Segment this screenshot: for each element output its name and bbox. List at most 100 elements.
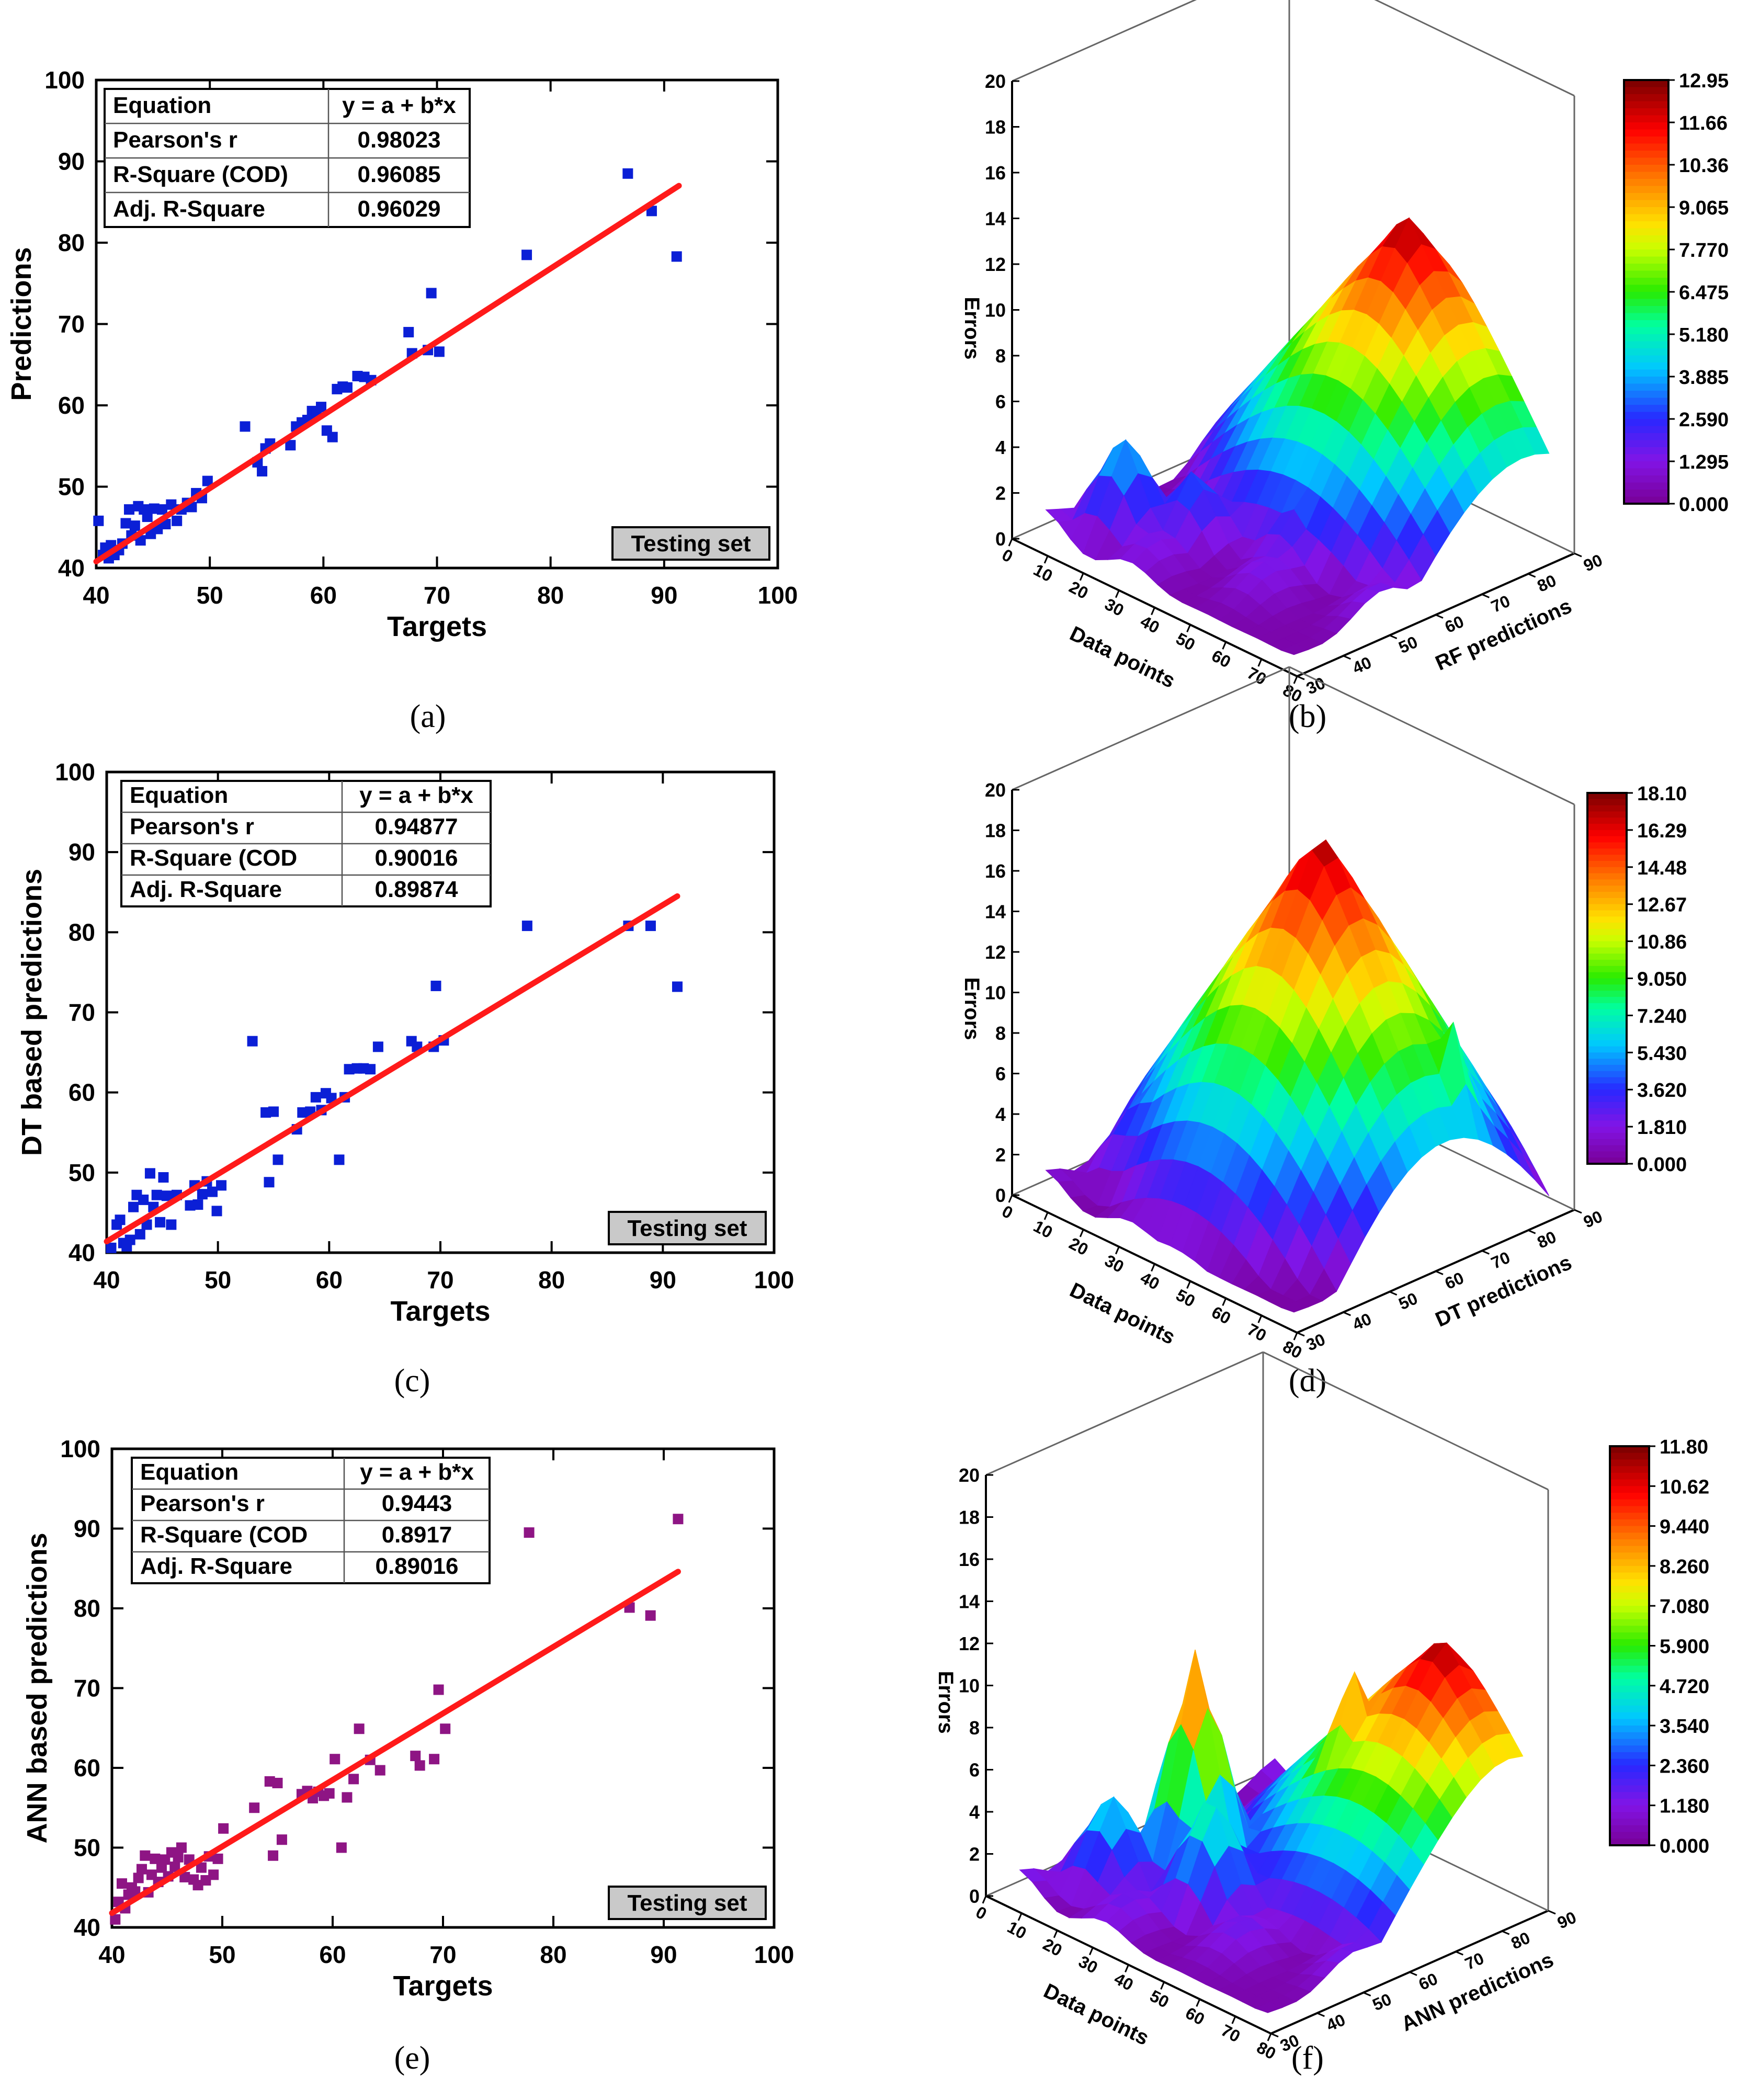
x-tick	[982, 1895, 987, 1904]
z-tick-label: 12	[985, 254, 1006, 275]
colorbar-band	[1624, 256, 1668, 264]
colorbar-band	[1610, 1645, 1649, 1653]
panel-caption: (e)	[394, 2040, 430, 2076]
x-tick-label: 10	[1030, 1217, 1055, 1242]
colorbar-band	[1624, 87, 1668, 95]
colorbar-band	[1587, 947, 1627, 955]
data-point	[622, 168, 633, 179]
z-tick-label: 4	[995, 437, 1006, 458]
x-tick	[1043, 555, 1049, 564]
colorbar-band	[1624, 165, 1668, 173]
z-tick-label: 14	[985, 208, 1006, 230]
colorbar-band	[1610, 1586, 1649, 1593]
data-point	[671, 251, 682, 262]
colorbar-band	[1587, 1096, 1627, 1103]
fit-line	[104, 893, 680, 1245]
data-point	[202, 475, 213, 486]
data-point	[268, 1850, 279, 1861]
colorbar-band	[1610, 1612, 1649, 1620]
data-point	[354, 1723, 365, 1734]
colorbar-band	[1624, 207, 1668, 215]
z-tick-label: 0	[995, 528, 1006, 550]
data-point	[161, 1190, 172, 1201]
colorbar-band	[1624, 440, 1668, 448]
colorbar-tick-label: 10.62	[1660, 1476, 1709, 1498]
data-point	[249, 1802, 260, 1813]
x-tick-label: 70	[424, 582, 450, 609]
colorbar-tick-label: 9.050	[1637, 969, 1687, 991]
y-tick	[1363, 1992, 1371, 1997]
colorbar-band	[1587, 830, 1627, 837]
colorbar-band	[1587, 966, 1627, 973]
x-tick	[1017, 1913, 1023, 1921]
y-tick	[1435, 614, 1444, 619]
x-tick	[1257, 659, 1263, 667]
box-edge	[1289, 666, 1575, 805]
colorbar-band	[1610, 1639, 1649, 1647]
data-point	[324, 1788, 335, 1799]
colorbar-band	[1624, 108, 1668, 116]
colorbar-band	[1610, 1679, 1649, 1686]
colorbar-band	[1610, 1726, 1649, 1733]
colorbar: 11.80 10.62 9.440 8.260 7.080 5.900 4.720 3.540…	[1609, 1436, 1709, 1857]
z-tick-label: 20	[985, 779, 1006, 801]
y-tick-label: 100	[55, 758, 95, 786]
z-tick-label: 0	[969, 1886, 980, 1907]
colorbar-band	[1610, 1519, 1649, 1527]
x-tick	[1267, 2033, 1272, 2041]
x-tick-label: 90	[650, 1941, 677, 1968]
stats-label: Equation	[140, 1459, 239, 1485]
data-point	[372, 1041, 383, 1052]
data-point	[433, 1684, 444, 1695]
colorbar-band	[1624, 299, 1668, 307]
y-tick-label: 100	[44, 66, 85, 94]
colorbar-band	[1610, 1732, 1649, 1740]
z-tick-label: 8	[995, 1023, 1006, 1044]
z-tick-label: 8	[969, 1717, 980, 1739]
colorbar-band	[1610, 1539, 1649, 1547]
data-point	[429, 1754, 440, 1765]
y-tick-label: 70	[74, 1675, 100, 1702]
colorbar-tick-label: 9.440	[1660, 1516, 1709, 1538]
data-point	[166, 1219, 177, 1230]
y-tick	[1270, 2033, 1279, 2038]
error-surface	[1019, 1642, 1524, 2013]
colorbar-band	[1610, 1765, 1649, 1773]
testing-set-label: Testing set	[627, 1216, 747, 1241]
data-point	[150, 1853, 161, 1864]
data-point	[173, 1852, 184, 1863]
fit-line	[109, 1569, 681, 1916]
colorbar-band	[1587, 928, 1627, 936]
colorbar-band	[1624, 490, 1668, 497]
data-point	[524, 1527, 535, 1538]
data-point	[138, 1194, 149, 1205]
x-tick	[1196, 1999, 1201, 2007]
x-tick	[1222, 641, 1227, 650]
colorbar-band	[1587, 1145, 1627, 1152]
colorbar-band	[1624, 94, 1668, 102]
x-tick	[1043, 1212, 1049, 1220]
colorbar-band	[1587, 1151, 1627, 1159]
z-axis-title: Errors	[960, 297, 983, 359]
z-tick-label: 10	[959, 1675, 980, 1697]
colorbar-tick-label: 7.770	[1679, 240, 1729, 262]
colorbar-band	[1610, 1665, 1649, 1673]
y-tick	[1481, 593, 1490, 598]
testing-set-label: Testing set	[631, 531, 751, 557]
y-tick-label: 90	[1554, 1908, 1579, 1932]
y-tick-label: 80	[1535, 1227, 1559, 1252]
colorbar-tick-label: 1.295	[1679, 451, 1729, 473]
colorbar-band	[1624, 482, 1668, 490]
colorbar-tick-label: 3.540	[1660, 1716, 1709, 1738]
colorbar-band	[1610, 1832, 1649, 1840]
data-point	[155, 1217, 166, 1228]
y-tick-label: 50	[1396, 1289, 1421, 1313]
colorbar-band	[1610, 1772, 1649, 1779]
y-tick-label: 70	[1462, 1949, 1486, 1973]
colorbar-band	[1610, 1652, 1649, 1660]
colorbar-band	[1624, 151, 1668, 158]
y-tick-label: 80	[58, 229, 85, 256]
data-point	[327, 432, 338, 442]
colorbar-tick-label: 5.180	[1679, 324, 1729, 346]
